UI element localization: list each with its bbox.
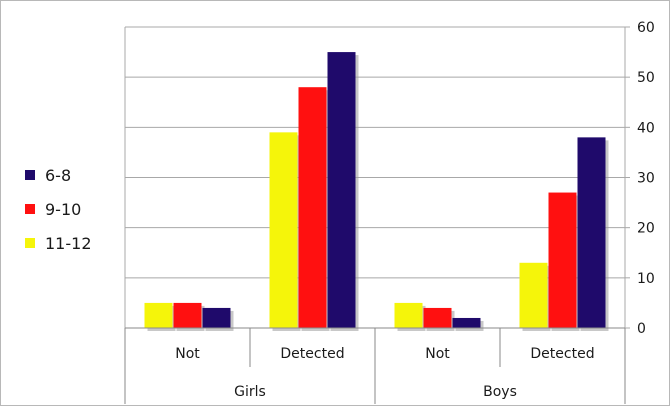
- y-axis: 0 10 20 30 40 50 60: [124, 20, 655, 337]
- y-tick-label: 10: [637, 271, 655, 287]
- y-tick-label: 40: [637, 120, 655, 136]
- legend-swatch: [25, 204, 35, 214]
- bar: [452, 317, 481, 328]
- legend: 6-8 9-10 11-12: [25, 166, 92, 253]
- y-tick-label: 30: [637, 171, 655, 187]
- category-axis: Not Detected Not Detected Girls Boys: [124, 327, 626, 404]
- group-label: Boys: [483, 384, 517, 400]
- legend-swatch: [25, 170, 35, 180]
- category-label: Detected: [530, 346, 594, 362]
- bars: [144, 52, 609, 331]
- bar: [423, 307, 452, 328]
- category-label: Not: [425, 346, 450, 362]
- legend-label: 9-10: [45, 200, 81, 219]
- bar: [394, 302, 423, 328]
- legend-swatch: [25, 238, 35, 248]
- bar: [327, 52, 356, 328]
- y-tick-label: 20: [637, 221, 655, 237]
- bar: [144, 302, 173, 328]
- category-label: Not: [175, 346, 200, 362]
- bar: [548, 192, 577, 328]
- bar: [173, 302, 202, 328]
- y-tick-label: 0: [637, 321, 646, 337]
- legend-label: 11-12: [45, 234, 92, 253]
- group-label: Girls: [234, 384, 266, 400]
- y-tick-label: 50: [637, 70, 655, 86]
- y-tick-label: 60: [637, 20, 655, 36]
- bar: [577, 137, 606, 328]
- bar: [519, 262, 548, 328]
- category-label: Detected: [280, 346, 344, 362]
- bar: [202, 307, 231, 328]
- bar: [269, 132, 298, 328]
- legend-label: 6-8: [45, 166, 71, 185]
- bar: [298, 87, 327, 328]
